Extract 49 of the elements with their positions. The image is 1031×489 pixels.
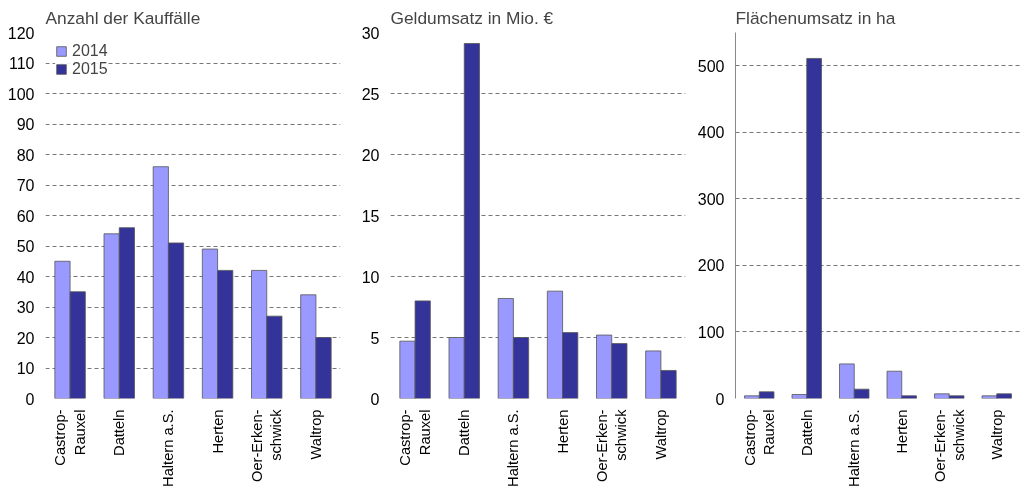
- x-tick-label: Waltrop: [307, 409, 324, 460]
- chart-title: Geldumsatz in Mio. €: [390, 7, 554, 28]
- x-tick-label: Castrop- Rauxel: [741, 409, 777, 466]
- x-tick-label: Oer-Erken- schwick: [594, 408, 630, 482]
- y-tick-label: 500: [697, 57, 725, 75]
- y-tick-label: 70: [16, 177, 35, 194]
- y-tick-label: 120: [7, 24, 35, 42]
- y-tick-label: 25: [361, 85, 380, 103]
- x-tick-label: Herten: [554, 409, 571, 454]
- y-tick-label: 60: [16, 207, 35, 225]
- chart-title: Anzahl der Kauffälle: [45, 7, 201, 28]
- x-tick-label: Herten: [893, 409, 910, 454]
- y-tick-label: 30: [16, 299, 35, 316]
- y-tick-label: 5: [370, 329, 380, 347]
- chart-title: Flächenumsatz in ha: [735, 7, 896, 28]
- x-tick-label: Datteln: [798, 409, 815, 456]
- x-tick-label: Datteln: [111, 409, 128, 456]
- x-tick-label: Herten: [209, 409, 226, 454]
- legend-label: 2015: [72, 60, 108, 78]
- y-tick-label: 0: [715, 390, 725, 408]
- x-tick-label: Castrop- Rauxel: [52, 409, 88, 466]
- y-tick-label: 0: [25, 390, 35, 408]
- y-tick-label: 200: [697, 257, 725, 275]
- y-tick-label: 0: [370, 390, 380, 408]
- x-tick-label: Waltrop: [988, 409, 1005, 460]
- x-tick-label: Haltern a.S.: [505, 409, 522, 487]
- y-tick-label: 20: [16, 329, 35, 347]
- y-tick-label: 15: [361, 207, 380, 225]
- y-tick-label: 40: [16, 268, 35, 286]
- x-tick-label: Oer-Erken- schwick: [249, 408, 285, 482]
- x-tick-label: Datteln: [456, 409, 473, 456]
- y-tick-label: 100: [697, 323, 725, 341]
- y-tick-label: 10: [16, 360, 35, 377]
- y-tick-label: 90: [16, 116, 35, 133]
- x-tick-label: Haltern a.S.: [846, 409, 863, 487]
- x-tick-label: Castrop- Rauxel: [397, 409, 433, 466]
- y-tick-label: 50: [16, 238, 35, 255]
- y-tick-label: 400: [697, 124, 725, 142]
- y-tick-label: 100: [7, 85, 35, 103]
- x-tick-label: Waltrop: [652, 409, 669, 460]
- y-tick-label: 300: [697, 190, 725, 208]
- y-tick-label: 10: [361, 268, 380, 286]
- y-tick-label: 110: [8, 55, 35, 72]
- x-tick-label: Oer-Erken- schwick: [931, 408, 967, 482]
- y-tick-label: 80: [16, 146, 35, 164]
- y-tick-label: 20: [361, 146, 380, 164]
- legend-label: 2014: [72, 42, 108, 60]
- y-tick-label: 30: [361, 24, 380, 42]
- x-tick-label: Haltern a.S.: [160, 409, 177, 487]
